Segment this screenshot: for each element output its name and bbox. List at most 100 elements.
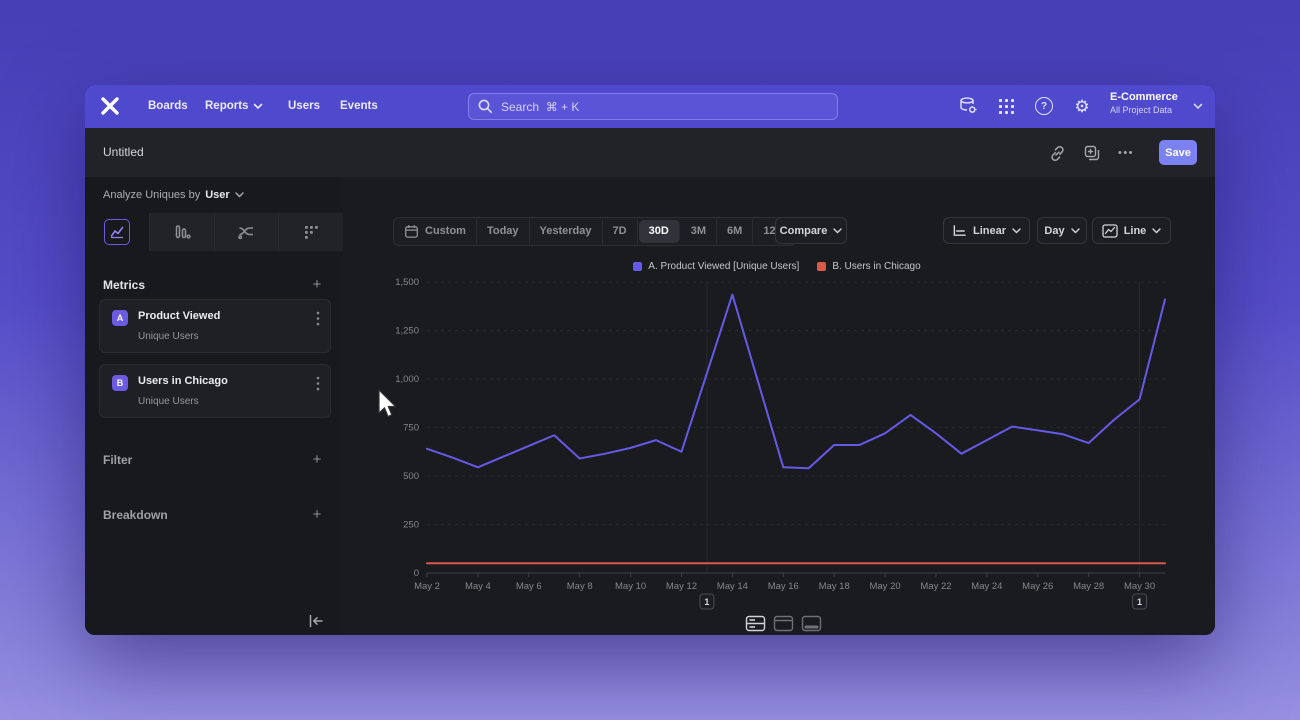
range-3m[interactable]: 3M	[681, 219, 718, 244]
metric-subtitle[interactable]: Unique Users	[138, 396, 199, 407]
add-filter-button[interactable]: +	[312, 451, 322, 468]
svg-text:May 18: May 18	[819, 581, 850, 592]
line-chart-plot[interactable]: 0 250 500 750 1,000 1,250 1,500 May 2 May 4 May 6…	[373, 272, 1185, 617]
top-nav: Boards Reports Users Events ?	[85, 85, 1215, 128]
project-selector[interactable]: E-Commerce All Project Data	[1110, 91, 1205, 115]
compare-label: Compare	[779, 224, 828, 237]
svg-text:May 8: May 8	[567, 581, 593, 592]
search-input[interactable]	[468, 93, 838, 120]
legend-item-b[interactable]: B. Users in Chicago	[817, 261, 921, 272]
scale-label: Linear	[972, 224, 1006, 237]
nav-item-reports[interactable]: Reports	[205, 85, 263, 128]
range-label: 6M	[727, 225, 743, 237]
mixpanel-logo-icon[interactable]	[99, 95, 121, 122]
svg-text:1,500: 1,500	[395, 277, 419, 288]
kebab-menu-icon[interactable]	[316, 376, 320, 391]
metric-title: Users in Chicago	[138, 375, 228, 387]
svg-text:May 22: May 22	[920, 581, 951, 592]
svg-text:1,250: 1,250	[395, 326, 419, 337]
metric-badge-b: B	[112, 375, 128, 391]
query-builder-sidebar: Analyze Uniques by User Metrics + A	[85, 177, 344, 635]
help-glyph: ?	[1035, 97, 1053, 115]
add-metric-button[interactable]: +	[312, 276, 322, 293]
apps-grid-icon[interactable]	[995, 95, 1017, 117]
range-label: Today	[486, 225, 519, 237]
project-subtitle: All Project Data	[1110, 105, 1173, 115]
app-window: Boards Reports Users Events ?	[85, 85, 1215, 635]
analyze-value: User	[205, 189, 230, 201]
project-name: E-Commerce	[1110, 91, 1178, 103]
interval-label: Day	[1044, 224, 1065, 237]
copy-link-icon[interactable]	[1047, 143, 1067, 163]
chevron-down-icon	[833, 227, 843, 233]
chevron-down-icon	[1070, 227, 1080, 233]
scale-selector-button[interactable]: Linear	[943, 217, 1030, 244]
layout-chart-button[interactable]	[773, 615, 794, 632]
nav-item-events[interactable]: Events	[340, 85, 378, 128]
layout-split-button[interactable]	[745, 615, 766, 632]
range-30d-selected[interactable]: 30D	[638, 220, 680, 243]
report-title[interactable]: Untitled	[103, 145, 144, 159]
viz-tab-retention[interactable]	[279, 213, 343, 251]
compare-button[interactable]: Compare	[775, 217, 847, 244]
project-chevron-down-icon[interactable]	[1193, 103, 1203, 110]
metrics-header: Metrics	[103, 278, 146, 292]
data-management-icon[interactable]	[957, 95, 979, 117]
viz-tab-bar-chart[interactable]	[149, 213, 215, 251]
settings-gear-icon[interactable]: ⚙	[1071, 95, 1093, 117]
svg-text:May 16: May 16	[768, 581, 799, 592]
calendar-icon	[405, 225, 418, 238]
chart-legend: A. Product Viewed [Unique Users] B. User…	[427, 261, 1127, 272]
nav-item-users[interactable]: Users	[288, 85, 320, 128]
nav-item-label: Boards	[148, 100, 188, 112]
chart-panel: Custom Today Yesterday 7D 30D 3M 6M 12M …	[343, 177, 1215, 635]
range-6m[interactable]: 6M	[717, 219, 754, 244]
range-today[interactable]: Today	[477, 219, 530, 244]
kebab-menu-icon[interactable]	[316, 311, 320, 326]
filter-header: Filter	[103, 453, 133, 467]
ellipsis-glyph: •••	[1117, 147, 1135, 159]
nav-item-boards[interactable]: Boards	[148, 85, 188, 128]
metric-card-b[interactable]: B Users in Chicago Unique Users	[99, 364, 331, 418]
help-icon[interactable]: ?	[1033, 95, 1055, 117]
nav-item-label: Users	[288, 100, 320, 112]
chevron-down-icon	[1152, 227, 1162, 233]
range-7d[interactable]: 7D	[603, 219, 638, 244]
analyze-prefix-label: Analyze Uniques by	[103, 189, 201, 201]
legend-swatch-b	[817, 262, 827, 271]
add-breakdown-button[interactable]: +	[312, 506, 322, 523]
viz-tab-flows[interactable]	[214, 213, 280, 251]
viz-tab-line-chart[interactable]	[85, 213, 150, 251]
retention-dots-icon	[305, 226, 318, 239]
svg-text:1: 1	[704, 597, 709, 607]
chart-type-selector-button[interactable]: Line	[1092, 217, 1171, 244]
range-label: Custom	[425, 225, 466, 237]
legend-item-a[interactable]: A. Product Viewed [Unique Users]	[633, 261, 799, 272]
gear-glyph: ⚙	[1074, 96, 1090, 116]
svg-text:May 26: May 26	[1022, 581, 1053, 592]
line-chart-icon	[1102, 223, 1118, 238]
duplicate-icon[interactable]	[1082, 143, 1102, 163]
breakdown-header: Breakdown	[103, 508, 168, 522]
global-search	[468, 93, 838, 120]
legend-label: A. Product Viewed [Unique Users]	[648, 261, 800, 272]
save-button[interactable]: Save	[1159, 140, 1197, 165]
date-range-control: Custom Today Yesterday 7D 30D 3M 6M 12M	[393, 217, 796, 246]
collapse-sidebar-icon[interactable]	[307, 613, 325, 629]
bar-chart-icon	[175, 225, 191, 239]
range-custom[interactable]: Custom	[394, 219, 477, 244]
metric-subtitle[interactable]: Unique Users	[138, 331, 199, 342]
range-yesterday[interactable]: Yesterday	[530, 219, 603, 244]
chart-type-label: Line	[1123, 224, 1147, 237]
svg-text:May 10: May 10	[615, 581, 646, 592]
svg-text:May 14: May 14	[717, 581, 748, 592]
layout-table-button[interactable]	[801, 615, 822, 632]
interval-selector-button[interactable]: Day	[1037, 217, 1087, 244]
svg-text:May 6: May 6	[516, 581, 542, 592]
metric-card-a[interactable]: A Product Viewed Unique Users	[99, 299, 331, 353]
more-icon[interactable]: •••	[1116, 143, 1136, 163]
range-label: 30D	[648, 225, 669, 237]
nav-item-label: Events	[340, 100, 378, 112]
metric-title: Product Viewed	[138, 310, 221, 322]
analyze-uniques-selector[interactable]: Analyze Uniques by User	[103, 189, 244, 201]
